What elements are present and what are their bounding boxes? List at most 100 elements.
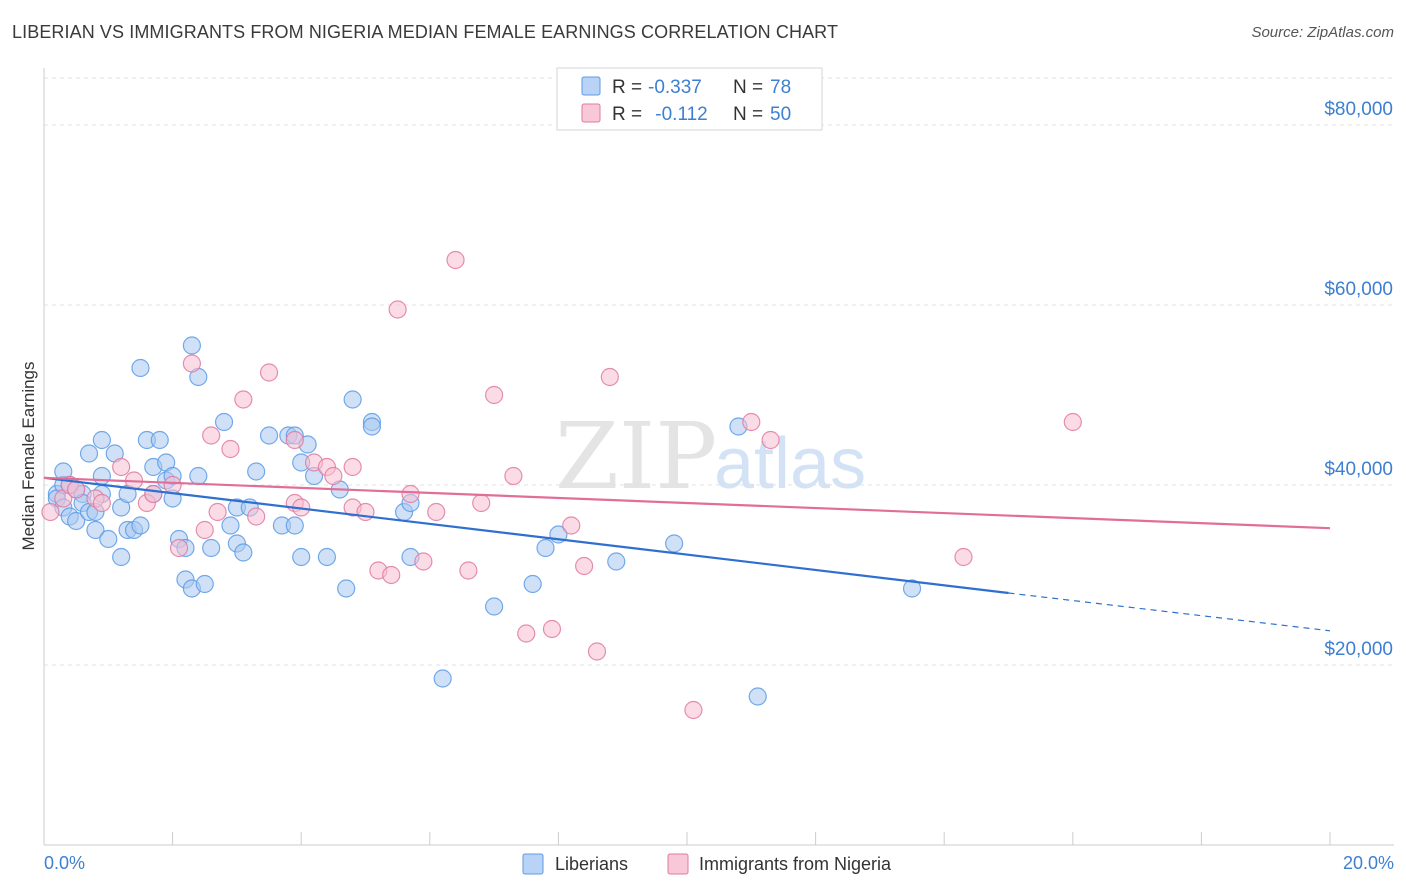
nigeria-point: [169, 538, 189, 558]
nigeria-point: [401, 484, 420, 504]
liberians-point: [195, 574, 214, 594]
nigeria-point: [761, 430, 780, 450]
series-liberians-points: [47, 336, 922, 706]
x-ticks: [43, 832, 1331, 845]
nigeria-point: [575, 556, 594, 576]
nigeria-point: [112, 457, 131, 477]
nigeria-point: [234, 390, 253, 409]
series-nigeria-points: [41, 250, 1082, 720]
x-tick-label-min: 0.0%: [44, 853, 85, 873]
liberians-point: [79, 444, 99, 463]
liberians-point: [337, 579, 356, 598]
liberians-point: [748, 687, 767, 706]
legend-box: [556, 67, 823, 131]
nigeria-point: [67, 480, 86, 499]
chart-title: LIBERIAN VS IMMIGRANTS FROM NIGERIA MEDI…: [12, 22, 839, 42]
liberians-point: [112, 547, 131, 567]
nigeria-point: [195, 520, 214, 540]
nigeria-point: [459, 561, 478, 580]
nigeria-point: [427, 502, 446, 522]
y-tick-label: $60,000: [1324, 279, 1393, 300]
liberians-point: [150, 430, 169, 450]
nigeria-point: [343, 457, 362, 477]
liberians-point: [221, 516, 240, 535]
liberians-trend-line-extension: [1008, 592, 1331, 632]
nigeria-point: [382, 565, 401, 585]
watermark: ZIP atlas: [555, 403, 866, 510]
legend-swatch-liberians: [581, 76, 601, 96]
nigeria-point: [517, 624, 536, 643]
grid: [44, 77, 1394, 666]
liberians-point: [343, 390, 362, 409]
bottom-legend-label-liberians: Liberians: [555, 854, 628, 874]
nigeria-point: [247, 507, 266, 526]
bottom-legend-swatch-liberians: [522, 853, 544, 875]
nigeria-point: [542, 619, 562, 639]
legend-n-value-0: 78: [770, 77, 791, 98]
legend-r-label-1: R =: [612, 104, 642, 125]
liberians-point: [523, 574, 542, 594]
nigeria-point: [259, 363, 279, 382]
nigeria-point: [1063, 412, 1082, 432]
liberians-point: [131, 358, 150, 378]
nigeria-point: [285, 430, 304, 450]
y-axis-label: Median Female Earnings: [19, 362, 38, 551]
liberians-point: [67, 511, 86, 531]
y-tick-labels: $20,000 $40,000 $60,000 $80,000: [1324, 99, 1393, 660]
liberians-point: [131, 516, 150, 535]
nigeria-point: [587, 642, 607, 661]
liberians-point: [433, 669, 452, 688]
liberians-point: [902, 579, 922, 598]
nigeria-point: [92, 493, 111, 513]
nigeria-point: [41, 502, 60, 522]
liberians-point: [92, 430, 111, 450]
bottom-legend-swatch-nigeria: [667, 853, 689, 875]
nigeria-point: [504, 466, 523, 486]
liberians-point: [189, 466, 208, 486]
nigeria-point: [221, 439, 240, 459]
y-tick-label: $20,000: [1324, 639, 1393, 660]
nigeria-point: [182, 354, 201, 373]
liberians-point: [86, 520, 105, 540]
nigeria-point: [202, 426, 221, 445]
liberians-point: [182, 336, 201, 355]
liberians-point: [202, 538, 221, 558]
watermark-atlas: atlas: [714, 424, 866, 504]
nigeria-point: [472, 493, 491, 513]
nigeria-point: [562, 516, 581, 535]
nigeria-point: [600, 367, 619, 387]
legend-n-label-1: N =: [733, 104, 763, 125]
nigeria-point: [742, 412, 761, 432]
legend-n-value-1: 50: [770, 104, 791, 125]
liberians-point: [234, 543, 253, 562]
y-tick-label: $40,000: [1324, 459, 1393, 480]
axes: [43, 68, 1394, 846]
liberians-point: [665, 534, 684, 553]
liberians-point: [536, 538, 555, 558]
legend-r-label-0: R =: [612, 77, 642, 98]
liberians-point: [317, 547, 337, 567]
nigeria-trend-line: [43, 476, 1331, 530]
liberians-point: [607, 552, 626, 571]
nigeria-point: [485, 385, 504, 405]
bottom-legend-label-nigeria: Immigrants from Nigeria: [699, 854, 892, 874]
nigeria-point: [144, 484, 163, 504]
correlation-legend: R = -0.337 N = 78 R = -0.112 N = 50: [556, 67, 823, 131]
legend-n-label-0: N =: [733, 77, 763, 98]
liberians-point: [485, 597, 504, 616]
liberians-trend-line: [43, 476, 1009, 595]
legend-r-value-1: -0.112: [650, 104, 708, 125]
nigeria-point: [324, 466, 343, 486]
nigeria-point: [446, 250, 465, 270]
liberians-point: [92, 466, 111, 486]
nigeria-point: [163, 475, 182, 495]
series-legend: Liberians Immigrants from Nigeria: [522, 853, 892, 875]
nigeria-point: [208, 502, 227, 522]
y-tick-label: $80,000: [1324, 99, 1393, 120]
legend-r-value-0: -0.337: [648, 77, 702, 98]
nigeria-point: [954, 547, 973, 567]
liberians-point: [99, 529, 118, 549]
source-credit: Source: ZipAtlas.com: [1251, 24, 1394, 41]
trend-lines: [43, 476, 1331, 632]
